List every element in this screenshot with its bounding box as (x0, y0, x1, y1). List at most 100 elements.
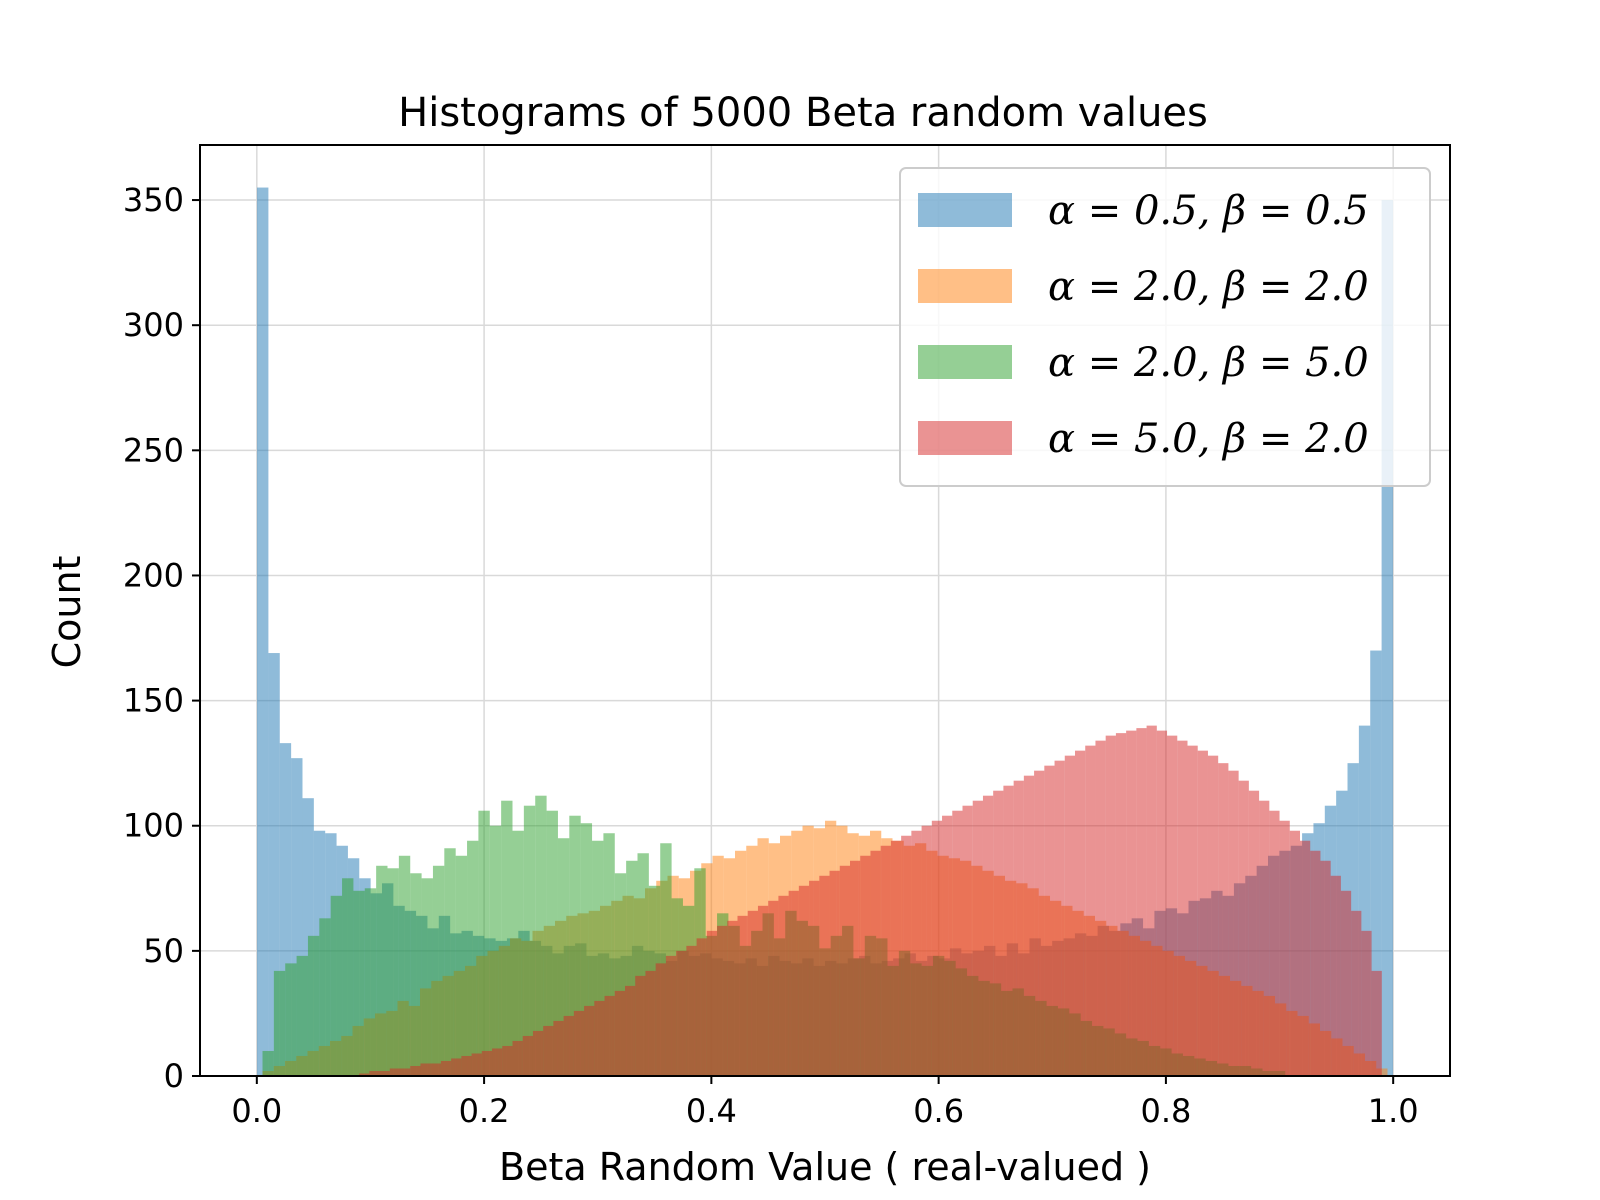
histogram-bar (420, 1063, 431, 1076)
histogram-bar (1279, 820, 1290, 1076)
histogram-bar (626, 860, 638, 1076)
histogram-bar (398, 855, 411, 1076)
histogram-bar (1085, 745, 1096, 1076)
histogram-bar (1034, 770, 1045, 1076)
histogram-bar (614, 873, 627, 1076)
legend-swatch (918, 345, 1012, 379)
histogram-bar (686, 945, 697, 1076)
histogram-bar (676, 950, 687, 1076)
histogram-bar (1197, 750, 1208, 1076)
legend-label: α = 5.0, β = 2.0 (1048, 416, 1369, 462)
histogram-bar (1351, 910, 1362, 1076)
histogram-bar (1358, 725, 1371, 1076)
histogram-bar (543, 1025, 554, 1076)
histogram-bar (330, 895, 343, 1076)
histogram-bar (307, 935, 320, 1076)
histogram-bar (369, 1070, 380, 1076)
histogram-bar (432, 865, 445, 1076)
histogram-bar (1320, 860, 1331, 1076)
legend-label: α = 0.5, β = 0.5 (1048, 188, 1369, 234)
histogram-bar (1177, 740, 1188, 1076)
histogram-bar (890, 840, 902, 1076)
histogram-bar (1370, 650, 1382, 1076)
histogram-bar (502, 1045, 513, 1076)
histogram-bar (421, 878, 433, 1076)
x-tick-label: 0.2 (459, 1092, 510, 1130)
histogram-bar (580, 823, 593, 1076)
histogram-bar (901, 835, 912, 1076)
histogram-bar (569, 815, 581, 1076)
histogram-bar (952, 810, 963, 1076)
histogram-bar (342, 878, 354, 1076)
histogram-bar (1381, 200, 1393, 1076)
histogram-bar (359, 1073, 370, 1076)
histogram-bar (1207, 755, 1219, 1076)
x-tick-label: 0.0 (231, 1092, 282, 1130)
legend-swatch (918, 421, 1012, 455)
histogram-bar (737, 915, 748, 1076)
x-tick-label: 0.6 (913, 1092, 964, 1130)
histogram-bar (532, 1030, 544, 1076)
histogram-bar (481, 1050, 493, 1076)
histogram-bar (1248, 790, 1260, 1076)
histogram-bar (706, 930, 718, 1076)
histogram-bar (387, 868, 399, 1076)
histogram-bar (1187, 745, 1198, 1076)
histogram-bar (911, 830, 922, 1076)
histogram-bar (1340, 890, 1352, 1076)
histogram-bar (1376, 1068, 1388, 1076)
histogram-bar (757, 905, 769, 1076)
histogram-bar (557, 838, 570, 1076)
histogram-bar (522, 1035, 533, 1076)
histogram-bar (1095, 740, 1106, 1076)
histogram-bar (400, 1068, 411, 1076)
histogram-bar (1218, 763, 1229, 1076)
histogram-bar (285, 963, 297, 1076)
y-tick-label: 300 (123, 306, 184, 344)
histogram-bar (455, 855, 468, 1076)
histogram-bar (1167, 735, 1178, 1076)
legend-label: α = 2.0, β = 5.0 (1048, 340, 1369, 386)
histogram-bar (819, 875, 830, 1076)
legend-label: α = 2.0, β = 2.0 (1048, 264, 1369, 310)
histogram-bar (1330, 875, 1341, 1076)
histogram-bar (637, 853, 649, 1076)
histogram-bar (353, 890, 365, 1076)
histogram-bar (1044, 765, 1055, 1076)
histogram-bar (291, 758, 303, 1076)
x-axis-ticks: 0.0 0.2 0.4 0.6 0.8 1.0 (231, 1076, 1419, 1130)
histogram-bar (839, 865, 850, 1076)
histogram-bar (376, 865, 388, 1076)
histogram-bar (467, 840, 479, 1076)
histogram-bar (492, 1048, 503, 1076)
histogram-bar (1238, 780, 1249, 1076)
histogram-bar (962, 805, 973, 1076)
histogram-bar (1023, 775, 1035, 1076)
histogram-bar (614, 990, 625, 1076)
histogram-bar (478, 810, 490, 1076)
legend-swatch (918, 269, 1012, 303)
histogram-bar (410, 1065, 421, 1076)
histogram-bar (645, 970, 656, 1076)
histogram-bar (1300, 840, 1311, 1076)
legend-box (899, 167, 1431, 487)
histogram-bar (523, 805, 536, 1076)
y-axis-label: Count (45, 556, 89, 669)
histogram-bar (512, 1040, 523, 1076)
histogram-bar (921, 825, 932, 1076)
histogram-bar (1013, 780, 1024, 1076)
histogram-bar (489, 825, 502, 1076)
histogram-bar (798, 885, 810, 1076)
histogram-bar (1003, 785, 1014, 1076)
histogram-bar (444, 848, 456, 1076)
histogram-bar (1126, 730, 1137, 1076)
y-tick-label: 200 (123, 556, 184, 594)
histogram-bar (262, 1050, 274, 1076)
histogram-bar (584, 1005, 595, 1076)
histogram-bar (982, 795, 994, 1076)
histogram-bar (768, 900, 779, 1076)
histogram-bar (696, 938, 707, 1076)
y-tick-label: 150 (123, 682, 184, 720)
histogram-bar (273, 970, 286, 1076)
